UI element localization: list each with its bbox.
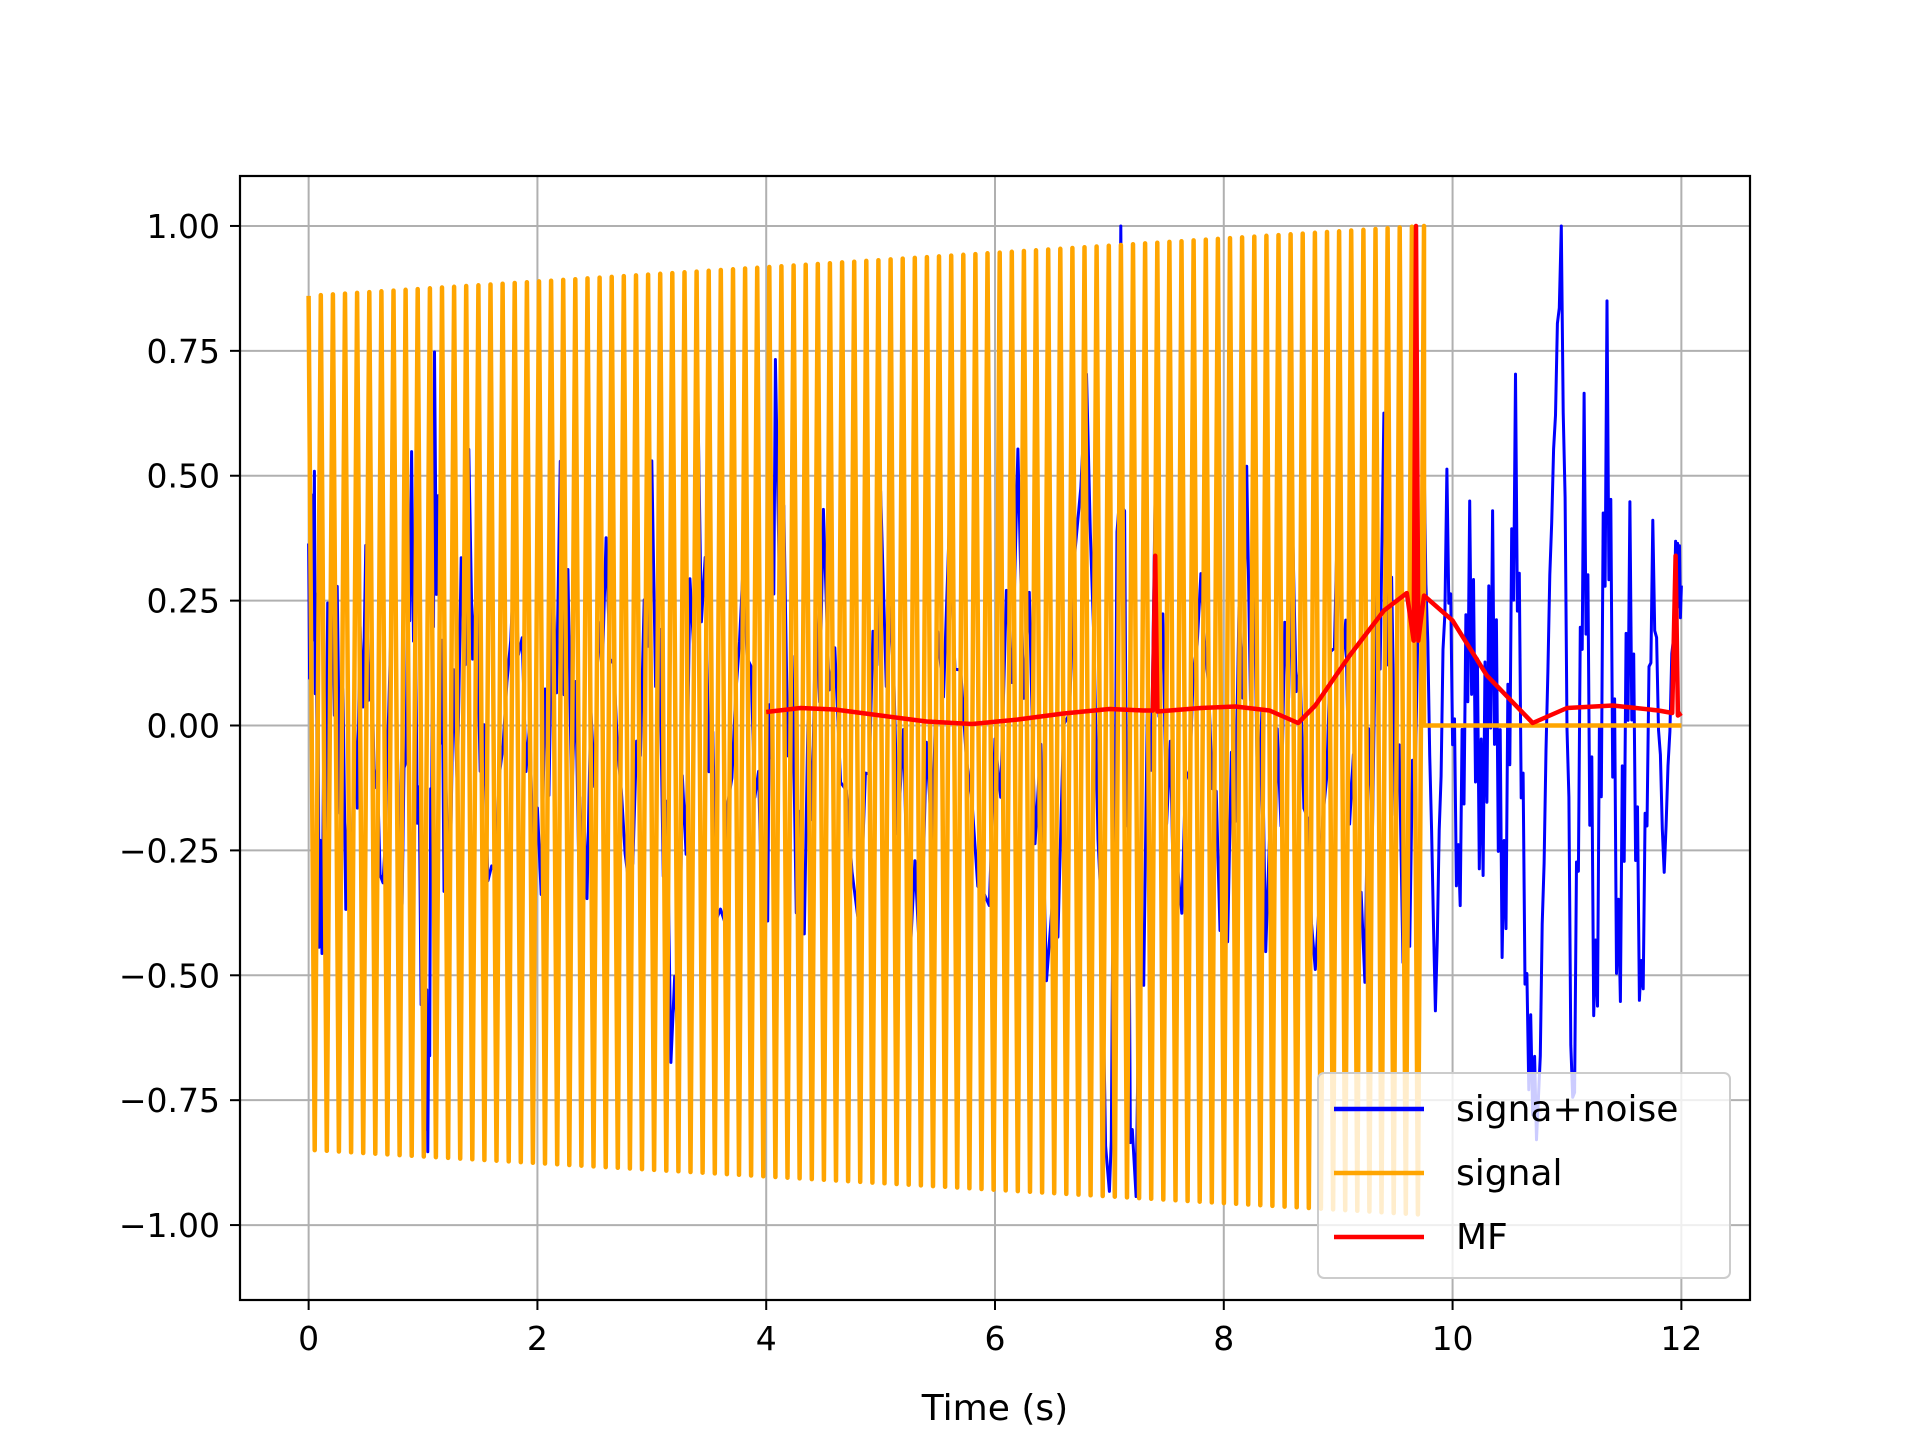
series-lines — [306, 223, 1683, 1217]
x-tick-label: 6 — [985, 1319, 1006, 1358]
y-tick-label: 0.25 — [147, 582, 220, 621]
y-tick-label: 0.50 — [147, 457, 220, 496]
legend-label-mf: MF — [1456, 1217, 1508, 1258]
y-tick-label: −1.00 — [119, 1206, 220, 1245]
x-axis-ticks: 0 2 4 6 8 10 12 — [298, 1300, 1702, 1358]
series-line-signal — [306, 223, 1682, 1217]
legend-box — [1317, 1072, 1731, 1279]
x-tick-label: 0 — [298, 1319, 319, 1358]
series-line-mf — [765, 223, 1683, 727]
x-tick-label: 2 — [527, 1319, 548, 1358]
legend-label-signal: signal — [1456, 1153, 1563, 1194]
x-tick-label: 8 — [1213, 1319, 1234, 1358]
y-tick-label: 1.00 — [147, 207, 220, 246]
y-tick-label: −0.50 — [119, 956, 220, 995]
y-tick-label: −0.75 — [119, 1081, 220, 1120]
y-tick-label: −0.25 — [119, 831, 220, 870]
x-tick-label: 12 — [1660, 1319, 1702, 1358]
x-axis-label: Time (s) — [921, 1388, 1068, 1429]
x-tick-label: 4 — [756, 1319, 777, 1358]
x-tick-label: 10 — [1432, 1319, 1474, 1358]
y-tick-label: 0.00 — [147, 707, 220, 746]
legend: signa+noise signal MF — [1317, 1072, 1731, 1279]
legend-label-signa-noise: signa+noise — [1456, 1089, 1678, 1130]
y-axis-ticks: 1.00 0.75 0.50 0.25 0.00 −0.25 −0.50 −0.75 −1.00 — [119, 207, 240, 1245]
y-tick-label: 0.75 — [147, 332, 220, 371]
